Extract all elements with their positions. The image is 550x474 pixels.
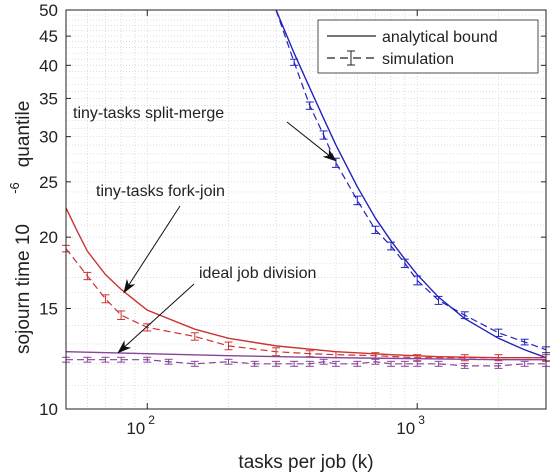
x-tick-label: 10 2 [126,413,155,438]
series-2-error-bar [460,362,469,369]
series-2-error-bar [400,360,409,367]
series-2-error-bar [117,356,126,363]
series-0-error-bar [520,338,529,346]
series-2-error-bar [290,360,299,367]
y-axis-label-exponent: -6 [7,182,22,194]
series-2-error-bar [83,356,92,363]
y-axis-label-suffix: quantile [13,101,34,168]
x-tick-label-base: 10 [126,419,145,438]
series-0-error-bar [460,311,469,320]
series-1-error-bar [190,332,199,341]
x-tick-label: 10 3 [396,413,425,438]
plot-frame [65,9,547,410]
axes [65,9,547,410]
series-2-error-bar [250,360,259,367]
y-tick-label: 40 [39,56,58,75]
legend-entry-label: simulation [382,51,454,68]
legend: analytical bound simulation [317,19,539,74]
y-tick-label: 50 [39,1,58,20]
series-2-bound-line [65,351,546,361]
annotation-arrow [117,283,195,354]
series-1-error-bar [413,354,422,362]
series-1-error-bar [224,341,233,351]
y-tick-label: 25 [39,173,58,192]
series-2-error-bar [371,358,380,365]
series-1-bound-line [65,207,546,359]
legend-box [317,19,539,74]
series-2-error-bar [164,358,173,365]
series-0-error-bar [413,275,422,286]
y-tick-label: 15 [39,299,58,318]
x-tick-label-exponent: 2 [148,413,155,427]
series-2-error-bar [143,356,152,363]
legend-entry-label: analytical bound [382,29,498,46]
series-1-error-bar [101,294,110,304]
series-2-error-bar [305,360,314,367]
series-0-error-bar [400,258,409,268]
series-2-error-bar [272,360,281,367]
series-2-error-bar [224,358,233,365]
series-1-error-bar [272,347,281,357]
series-0-error-bar [319,130,328,140]
y-tick-label: 45 [39,27,58,46]
annotation-arrow [286,121,337,162]
series-2-error-bar [101,356,110,363]
series-2-error-bar [387,360,396,367]
y-tick-label: 35 [39,89,58,108]
x-tick-label-base: 10 [396,419,415,438]
series-0-error-bar [305,101,314,110]
annotation-label: tiny-tasks fork-join [96,183,225,200]
annotation-label: tiny-tasks split-merge [73,105,224,122]
annotations: tiny-tasks split-merge tiny-tasks fork-jo… [73,105,337,354]
series-2-error-bar [520,360,529,367]
series-1-error-bar [117,310,126,320]
series-0-error-bar [353,195,362,206]
series-1-error-bar [143,323,152,332]
series-2-error-bar [494,362,503,369]
series-1-error-bar [83,271,92,281]
series-2-error-bar [353,360,362,367]
series-0-bound-line [275,9,547,359]
y-tick-label: 10 [39,400,58,419]
series-0-error-bar [387,241,396,251]
series-2-simulation-line [66,359,546,367]
series-2-error-bar [319,358,328,365]
y-tick-label: 30 [39,128,58,147]
series-0-error-bar [371,225,380,234]
series-0-error-bar [434,295,443,305]
annotation-label: ideal job division [199,265,316,282]
y-tick-label: 20 [39,228,58,247]
series-0-error-bar [290,58,299,66]
series-2-error-bar [331,360,340,367]
y-axis-label: sojourn time 10 -6 quantile [7,101,34,354]
series-2-error-bar [190,360,199,367]
series-0-error-bar [494,328,503,337]
series-2-error-bar [413,360,422,367]
x-tick-label-exponent: 3 [418,413,425,427]
annotation-arrow [123,205,181,294]
y-axis-label-main: sojourn time 10 [13,224,34,354]
x-axis-label: tasks per job (k) [238,452,373,473]
series-2-error-bar [434,360,443,367]
